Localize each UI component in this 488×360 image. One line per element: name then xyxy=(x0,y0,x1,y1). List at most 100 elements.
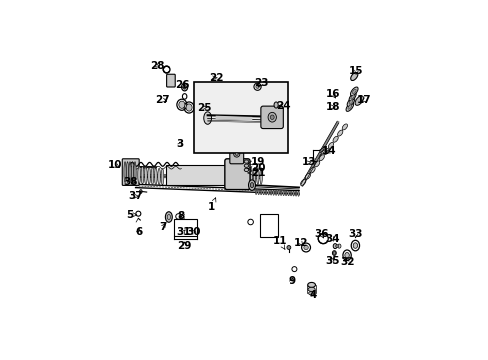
Ellipse shape xyxy=(151,167,154,184)
Text: 33: 33 xyxy=(348,229,363,239)
Text: 19: 19 xyxy=(247,157,265,167)
Ellipse shape xyxy=(323,149,328,154)
Text: 34: 34 xyxy=(325,234,339,244)
Ellipse shape xyxy=(154,168,157,185)
Text: 25: 25 xyxy=(196,103,211,113)
Text: 12: 12 xyxy=(293,238,307,248)
Text: 10: 10 xyxy=(108,160,122,170)
Text: 31: 31 xyxy=(176,227,190,237)
Bar xyxy=(174,219,197,236)
Ellipse shape xyxy=(259,168,262,184)
Ellipse shape xyxy=(183,85,186,89)
Ellipse shape xyxy=(309,167,314,173)
Ellipse shape xyxy=(270,190,271,195)
Ellipse shape xyxy=(134,162,136,183)
Text: 18: 18 xyxy=(325,102,340,112)
Bar xyxy=(193,82,287,153)
Ellipse shape xyxy=(290,191,291,196)
Ellipse shape xyxy=(350,72,357,81)
Text: 38: 38 xyxy=(123,177,138,187)
Ellipse shape xyxy=(158,168,160,185)
Ellipse shape xyxy=(165,212,172,222)
Ellipse shape xyxy=(308,292,314,295)
Ellipse shape xyxy=(305,173,310,179)
FancyBboxPatch shape xyxy=(229,146,243,164)
Text: 3: 3 xyxy=(176,139,183,149)
Ellipse shape xyxy=(319,155,324,161)
Ellipse shape xyxy=(250,183,253,188)
Ellipse shape xyxy=(352,89,355,94)
Ellipse shape xyxy=(314,161,319,167)
Text: 9: 9 xyxy=(287,276,295,286)
Ellipse shape xyxy=(123,162,126,183)
Text: 22: 22 xyxy=(209,73,224,83)
FancyBboxPatch shape xyxy=(166,74,175,87)
Ellipse shape xyxy=(244,168,248,172)
Ellipse shape xyxy=(267,190,269,195)
Text: 36: 36 xyxy=(313,229,328,239)
Ellipse shape xyxy=(346,103,353,111)
Circle shape xyxy=(335,245,338,247)
Ellipse shape xyxy=(131,162,133,183)
Text: 20: 20 xyxy=(247,163,265,174)
Text: 24: 24 xyxy=(275,100,290,111)
FancyBboxPatch shape xyxy=(224,159,249,190)
Ellipse shape xyxy=(246,167,248,184)
Ellipse shape xyxy=(346,98,354,107)
Ellipse shape xyxy=(233,151,239,157)
Circle shape xyxy=(332,252,335,255)
Ellipse shape xyxy=(292,191,294,196)
FancyBboxPatch shape xyxy=(122,159,139,185)
Ellipse shape xyxy=(337,244,340,248)
Ellipse shape xyxy=(273,102,278,108)
Text: 5: 5 xyxy=(126,210,137,220)
Ellipse shape xyxy=(328,143,333,148)
Ellipse shape xyxy=(147,167,150,184)
Text: 32: 32 xyxy=(339,257,354,267)
Ellipse shape xyxy=(243,167,245,184)
Ellipse shape xyxy=(138,166,140,184)
Ellipse shape xyxy=(354,96,363,105)
Text: 17: 17 xyxy=(356,95,371,105)
FancyBboxPatch shape xyxy=(260,106,283,129)
Ellipse shape xyxy=(337,130,342,136)
Ellipse shape xyxy=(350,87,357,96)
Ellipse shape xyxy=(179,101,184,108)
Text: 30: 30 xyxy=(186,227,201,237)
Ellipse shape xyxy=(248,180,255,190)
Text: 1: 1 xyxy=(208,198,216,212)
Ellipse shape xyxy=(352,243,357,248)
Ellipse shape xyxy=(129,162,131,183)
Ellipse shape xyxy=(307,287,315,292)
Text: 29: 29 xyxy=(177,240,191,251)
Ellipse shape xyxy=(256,168,259,184)
Text: 7: 7 xyxy=(159,222,166,232)
Text: 27: 27 xyxy=(155,95,170,105)
Ellipse shape xyxy=(348,93,355,101)
Ellipse shape xyxy=(285,191,286,196)
Ellipse shape xyxy=(277,190,279,195)
Text: 15: 15 xyxy=(348,66,363,76)
Ellipse shape xyxy=(255,190,257,194)
Text: 16: 16 xyxy=(325,90,340,99)
Ellipse shape xyxy=(347,105,351,109)
Ellipse shape xyxy=(350,95,354,99)
Ellipse shape xyxy=(161,169,163,185)
Text: 26: 26 xyxy=(175,80,189,90)
Bar xyxy=(260,214,278,237)
Ellipse shape xyxy=(249,167,252,184)
Ellipse shape xyxy=(295,191,296,196)
Text: 6: 6 xyxy=(135,227,142,237)
Circle shape xyxy=(303,245,307,250)
Ellipse shape xyxy=(185,104,192,111)
Ellipse shape xyxy=(287,191,289,196)
Ellipse shape xyxy=(257,190,259,195)
Ellipse shape xyxy=(235,153,238,156)
Ellipse shape xyxy=(270,115,274,120)
Ellipse shape xyxy=(265,190,266,195)
Ellipse shape xyxy=(300,179,305,185)
Text: 28: 28 xyxy=(150,61,164,71)
Ellipse shape xyxy=(244,164,248,167)
Ellipse shape xyxy=(348,100,352,104)
Ellipse shape xyxy=(332,136,338,142)
